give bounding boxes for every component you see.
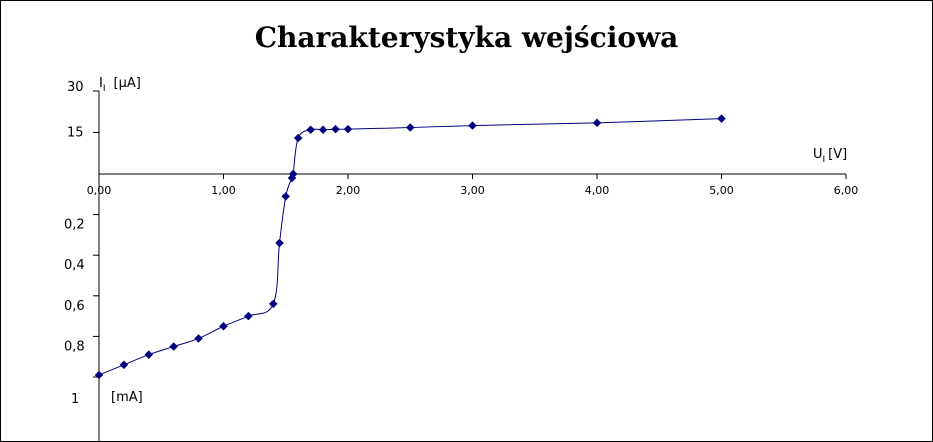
data-point-marker xyxy=(331,124,340,134)
y-tick-label: 0,4 xyxy=(64,258,85,273)
data-point-marker xyxy=(717,114,726,124)
y-tick-label: 0,8 xyxy=(64,339,85,354)
data-point-marker xyxy=(119,360,129,370)
data-point-marker xyxy=(94,370,104,380)
y-axis-unit-label: [mA] xyxy=(111,390,143,405)
data-point-marker xyxy=(405,123,415,132)
data-point-marker xyxy=(318,125,328,135)
x-axis-label: UI [V] xyxy=(813,147,847,165)
data-point-marker xyxy=(244,311,253,321)
data-point-marker xyxy=(169,342,179,351)
data-point-marker xyxy=(468,121,477,130)
data-point-marker xyxy=(275,238,284,248)
y-tick-label: 1 xyxy=(71,392,79,407)
x-tick-label: 5,00 xyxy=(709,184,734,197)
x-tick-label: 3,00 xyxy=(460,184,485,197)
data-point-marker xyxy=(306,125,316,135)
data-point-marker xyxy=(194,334,203,343)
x-tick-label: 2,00 xyxy=(336,184,361,197)
data-point-marker xyxy=(219,321,228,331)
data-point-marker xyxy=(288,169,298,179)
y-tick-label: 15 xyxy=(67,126,84,141)
x-tick-label: 1,00 xyxy=(211,184,236,197)
data-point-marker xyxy=(281,191,291,201)
data-point-marker xyxy=(343,124,353,134)
series-line xyxy=(98,118,722,376)
data-point-marker xyxy=(592,118,602,128)
y-axis-label: II [µA] xyxy=(99,76,141,94)
y-tick-label: 0,6 xyxy=(64,299,85,314)
chart-title: Charakterystyka wejściowa xyxy=(254,21,679,54)
data-point-marker xyxy=(293,133,303,143)
y-tick-label: 0,2 xyxy=(64,218,85,233)
x-tick-label: 6,00 xyxy=(834,184,859,197)
data-point-marker xyxy=(268,299,278,309)
x-tick-label: 4,00 xyxy=(585,184,610,197)
y-tick-label: 30 xyxy=(67,80,84,95)
data-point-marker xyxy=(144,350,154,360)
